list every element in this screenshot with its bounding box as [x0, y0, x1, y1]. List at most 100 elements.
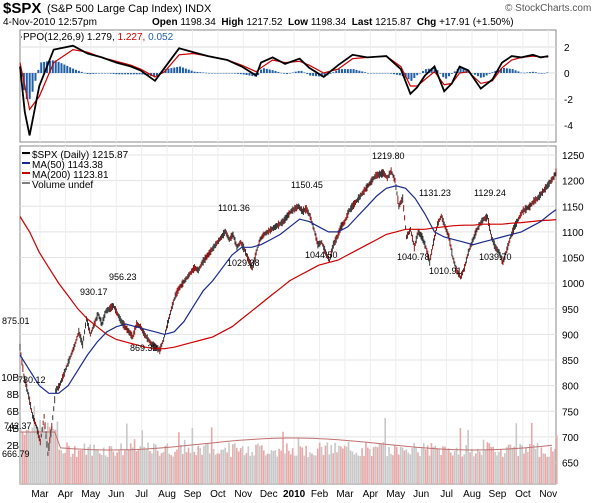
volume-bar	[205, 444, 207, 484]
ppo-histogram-bar	[202, 72, 205, 73]
volume-bar	[153, 443, 155, 484]
volume-bar	[503, 453, 506, 484]
chg-value: +17.91 (+1.50%)	[439, 17, 514, 28]
x-tick-label: Aug	[158, 489, 176, 500]
volume-bar	[278, 448, 280, 484]
ppo-histogram-bar	[413, 73, 416, 79]
ppo-legend: PPO(12,26,9) 1.279, 1.227, 0.052	[23, 32, 174, 43]
ppo-histogram-bar	[199, 72, 202, 73]
volume-bar	[405, 449, 408, 484]
volume-bar	[340, 446, 342, 484]
volume-bar	[376, 447, 379, 484]
volume-bar	[108, 445, 111, 484]
ppo-histogram-bar	[257, 73, 260, 76]
volume-bar	[434, 445, 437, 484]
volume-bar	[114, 455, 117, 484]
ppo-histogram-bar	[378, 73, 381, 74]
price-panel: 650 700 750 800 850 900 950 1000 1050 1100 1150 120…	[1, 145, 585, 500]
ppo-histogram-bar	[86, 73, 89, 74]
volume-bar	[164, 445, 167, 484]
volume-bar	[276, 456, 279, 484]
volume-bar	[370, 456, 373, 484]
volume-bar	[147, 442, 149, 484]
ppo-histogram-bar	[338, 69, 341, 73]
ppo-histogram-bar	[520, 72, 523, 74]
volume-bar	[419, 455, 421, 484]
volume-bar	[222, 449, 225, 484]
ppo-histogram-bar	[407, 73, 410, 80]
ppo-histogram-bar	[118, 73, 121, 75]
volume-bar	[193, 451, 196, 484]
volume-bar	[432, 446, 435, 484]
ppo-histogram-bar	[181, 67, 184, 73]
price-annotation: 1150.45	[291, 180, 323, 190]
volume-bar	[104, 455, 107, 484]
volume-bar	[60, 450, 63, 484]
volume-bar	[102, 447, 105, 484]
volume-bar	[110, 446, 113, 484]
volume-bar	[361, 448, 363, 484]
volume-bar	[305, 445, 307, 484]
ppo-histogram-bar	[500, 68, 503, 73]
volume-bar	[336, 452, 338, 484]
ppo-histogram-bar	[511, 69, 514, 73]
volume-bar	[542, 453, 545, 484]
volume-bar	[62, 453, 65, 484]
x-tick-label: Apr	[58, 489, 74, 500]
volume-bar	[397, 454, 400, 484]
price-legend-swatch	[22, 152, 30, 154]
volume-bar	[266, 453, 269, 484]
price-annotation: 780.12	[18, 375, 46, 385]
volume-bar	[237, 451, 240, 484]
price-tick-label: 950	[562, 305, 579, 316]
ppo-histogram-bar	[176, 67, 179, 73]
ppo-histogram-bar	[179, 66, 182, 73]
volume-bar	[124, 449, 126, 484]
volume-bar	[465, 445, 467, 484]
volume-bar	[534, 448, 537, 484]
ppo-histogram-bar	[213, 73, 216, 74]
ppo-histogram-bar	[410, 73, 413, 81]
ppo-histogram-bar	[147, 73, 150, 76]
volume-bar	[208, 453, 211, 484]
volume-bar	[43, 424, 45, 484]
ppo-histogram-bar	[485, 73, 488, 76]
ma50-line	[19, 185, 557, 394]
price-annotation: 1101.36	[218, 203, 250, 213]
volume-bar	[160, 453, 163, 484]
volume-bar	[293, 455, 296, 484]
ppo-histogram-bar	[190, 70, 193, 73]
volume-bar	[187, 447, 190, 484]
volume-bar	[235, 447, 238, 484]
volume-bar	[473, 456, 475, 484]
price-legend-entry: Volume undef	[32, 180, 93, 191]
ppo-histogram-bar	[358, 70, 361, 73]
volume-bar	[207, 443, 209, 484]
ppo-histogram-bar	[184, 68, 187, 73]
volume-bar	[417, 452, 419, 484]
ppo-histogram-bar	[476, 73, 479, 77]
ppo-histogram-bar	[274, 71, 277, 73]
volume-bar	[203, 445, 205, 484]
volume-tick-label: 2B	[7, 441, 20, 452]
volume-bar	[156, 450, 159, 484]
price-tick-label: 1000	[562, 279, 585, 290]
volume-bar	[112, 451, 115, 484]
volume-bar	[27, 426, 30, 484]
volume-bar	[70, 456, 72, 484]
volume-bar	[507, 444, 510, 484]
ppo-histogram-bar	[514, 70, 517, 73]
volume-bar	[274, 450, 277, 484]
volume-bar	[311, 453, 313, 484]
ppo-histogram-bar	[187, 69, 190, 73]
ppo-histogram-bar	[361, 71, 364, 73]
volume-bar	[413, 442, 415, 484]
volume-bar	[259, 445, 261, 484]
ppo-histogram-bar	[236, 73, 239, 74]
ppo-histogram-bar	[268, 69, 271, 73]
volume-bar	[394, 444, 396, 484]
price-tick-label: 700	[562, 433, 579, 444]
price-annotation: 1131.23	[419, 188, 451, 198]
volume-bar	[353, 454, 356, 484]
ppo-histogram-bar	[526, 72, 529, 73]
